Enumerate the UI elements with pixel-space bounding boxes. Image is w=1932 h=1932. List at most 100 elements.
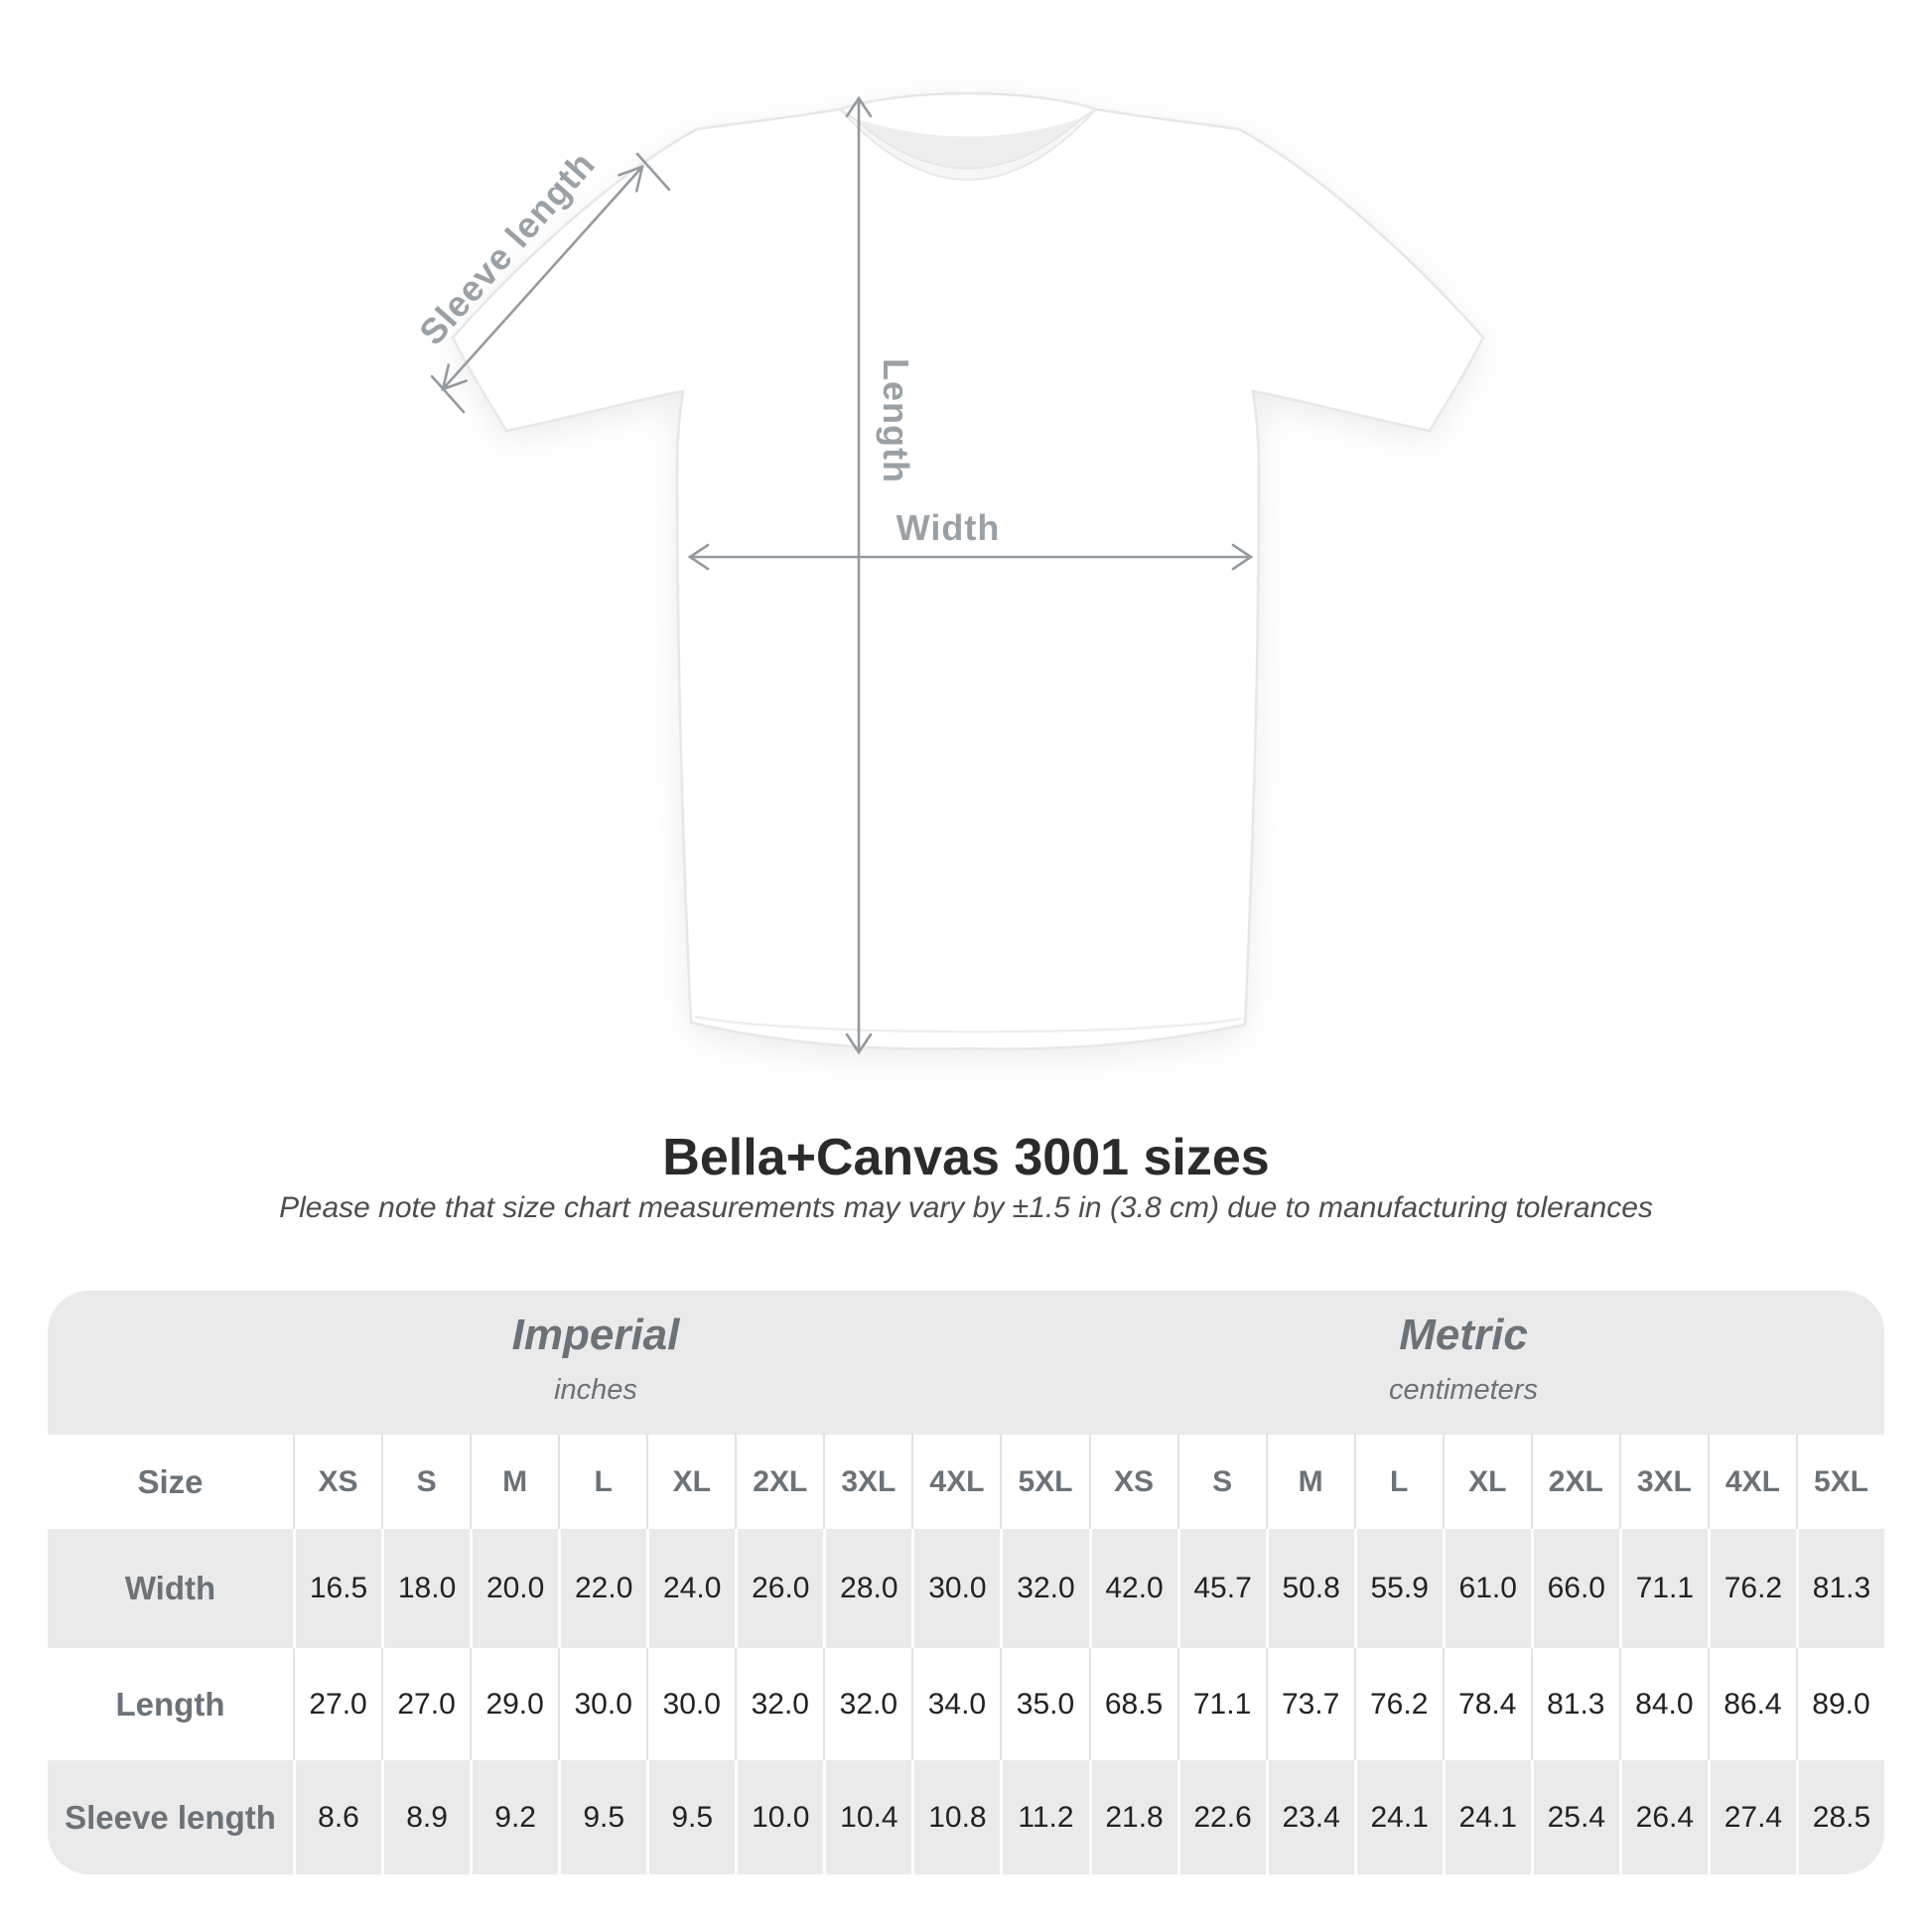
width-value-cell: 66.0	[1530, 1529, 1619, 1648]
length-annotation: Length	[845, 95, 916, 1055]
length-value-cell: 27.0	[381, 1648, 470, 1760]
length-value-cell: 68.5	[1088, 1648, 1177, 1760]
sleeve-length-value-cell: 24.1	[1442, 1760, 1531, 1874]
width-value-cell: 61.0	[1442, 1529, 1531, 1648]
size-column-header: 2XL	[1530, 1435, 1619, 1529]
width-value-cell: 30.0	[911, 1529, 1000, 1648]
size-column-label: Size	[137, 1462, 204, 1500]
row-label-length: Length	[115, 1685, 225, 1723]
length-value-cell: 73.7	[1265, 1648, 1354, 1760]
sleeve-length-value-cell: 10.4	[823, 1760, 911, 1874]
size-column-header: XL	[646, 1435, 735, 1529]
width-value-cell: 45.7	[1176, 1529, 1266, 1648]
tshirt-diagram: Length Width Sleeve length	[411, 91, 1485, 1055]
width-value-cell: 42.0	[1088, 1529, 1177, 1648]
length-value-cell: 86.4	[1707, 1648, 1796, 1760]
size-column-header: XS	[293, 1435, 381, 1529]
size-column-header: 4XL	[1707, 1435, 1796, 1529]
width-value-cell: 22.0	[558, 1529, 646, 1648]
imperial-group-unit: inches	[554, 1374, 637, 1406]
sleeve-length-value-cell: 10.8	[911, 1760, 1000, 1874]
page-subtitle: Please note that size chart measurements…	[279, 1191, 1653, 1224]
unit-group-headers: Imperial inches Metric centimeters	[48, 1291, 1884, 1435]
width-value-cell: 24.0	[646, 1529, 735, 1648]
sleeve-length-value-cell: 8.9	[381, 1760, 470, 1874]
metric-group-unit: centimeters	[1389, 1374, 1538, 1406]
sleeve-length-value-cell: 21.8	[1088, 1760, 1177, 1874]
sleeve-length-value-cell: 9.2	[470, 1760, 558, 1874]
length-value-cell: 32.0	[735, 1648, 823, 1760]
size-column-header: 5XL	[1000, 1435, 1088, 1529]
length-value-cell: 76.2	[1353, 1648, 1443, 1760]
size-column-header: L	[1353, 1435, 1443, 1529]
hem-stitch-line	[694, 1015, 1242, 1034]
width-value-cell: 20.0	[470, 1529, 558, 1648]
sleeve-length-value-cell: 23.4	[1265, 1760, 1354, 1874]
sleeve-length-value-cell: 10.0	[735, 1760, 823, 1874]
size-column-header: 4XL	[911, 1435, 1000, 1529]
metric-group-label: Metric	[1399, 1311, 1528, 1359]
length-value-cell: 78.4	[1442, 1648, 1531, 1760]
collar-band	[839, 108, 1097, 181]
size-column-header: XL	[1442, 1435, 1531, 1529]
length-value-cell: 34.0	[911, 1648, 1000, 1760]
length-value-cell: 71.1	[1176, 1648, 1266, 1760]
sleeve-length-value-cell: 24.1	[1353, 1760, 1443, 1874]
width-value-cell: 32.0	[1000, 1529, 1088, 1648]
size-column-header: L	[558, 1435, 646, 1529]
width-value-cell: 26.0	[735, 1529, 823, 1648]
sleeve-length-value-cell: 9.5	[646, 1760, 735, 1874]
size-table: Imperial inches Metric centimeters Size …	[48, 1291, 1884, 1874]
width-value-cell: 18.0	[381, 1529, 470, 1648]
sleeve-length-value-cell: 27.4	[1707, 1760, 1796, 1874]
page-title: Bella+Canvas 3001 sizes	[662, 1129, 1270, 1186]
tshirt-graphic	[451, 91, 1485, 1050]
length-value-cell: 89.0	[1795, 1648, 1884, 1760]
table-row-width: Width 16.5 18.0 20.0 22.0 24.0 26.0 28.0 30.0 32…	[48, 1529, 1884, 1648]
size-column-header: S	[1176, 1435, 1266, 1529]
table-row-length: Length 27.0 27.0 29.0 30.0 30.0 32.0 32.0 34.0 3…	[48, 1648, 1884, 1760]
row-label-width: Width	[124, 1570, 216, 1606]
tshirt-diagram-svg: Length Width Sleeve length	[411, 91, 1485, 1055]
table-row-sleeve-length: Sleeve length 8.6 8.9 9.2 9.5 9.5 10.0 10.4 10.…	[48, 1760, 1884, 1874]
size-column-header: S	[381, 1435, 470, 1529]
length-value-cell: 84.0	[1618, 1648, 1708, 1760]
length-value-cell: 30.0	[558, 1648, 646, 1760]
size-column-header: 3XL	[1618, 1435, 1708, 1529]
size-column-header: 3XL	[823, 1435, 911, 1529]
sleeve-length-value-cell: 8.6	[293, 1760, 381, 1874]
table-header-row: Size XS S M L XL 2XL 3XL 4XL 5XL XS S M L XL 2XL 3XL 4XL…	[48, 1435, 1884, 1529]
width-label: Width	[897, 507, 1001, 548]
sleeve-length-value-cell: 11.2	[1000, 1760, 1088, 1874]
length-value-cell: 30.0	[646, 1648, 735, 1760]
size-column-header: M	[470, 1435, 558, 1529]
width-value-cell: 81.3	[1795, 1529, 1884, 1648]
sleeve-length-value-cell: 25.4	[1530, 1760, 1619, 1874]
sleeve-length-value-cell: 26.4	[1618, 1760, 1708, 1874]
width-value-cell: 16.5	[293, 1529, 381, 1648]
length-value-cell: 35.0	[1000, 1648, 1088, 1760]
row-label-sleeve-length: Sleeve length	[65, 1798, 276, 1836]
size-column-header: XS	[1088, 1435, 1177, 1529]
width-value-cell: 71.1	[1618, 1529, 1708, 1648]
width-annotation: Width	[687, 507, 1254, 571]
sleeve-length-value-cell: 9.5	[558, 1760, 646, 1874]
width-value-cell: 76.2	[1707, 1529, 1796, 1648]
imperial-group-label: Imperial	[511, 1311, 680, 1359]
width-value-cell: 50.8	[1265, 1529, 1354, 1648]
sleeve-length-value-cell: 22.6	[1176, 1760, 1266, 1874]
size-column-header: M	[1265, 1435, 1354, 1529]
length-label: Length	[876, 358, 916, 483]
size-column-header: 5XL	[1795, 1435, 1884, 1529]
length-value-cell: 32.0	[823, 1648, 911, 1760]
metric-group-header: Metric centimeters	[1389, 1311, 1538, 1407]
sleeve-length-value-cell: 28.5	[1795, 1760, 1884, 1874]
width-value-cell: 28.0	[823, 1529, 911, 1648]
size-column-header: 2XL	[735, 1435, 823, 1529]
width-value-cell: 55.9	[1353, 1529, 1443, 1648]
length-value-cell: 29.0	[470, 1648, 558, 1760]
length-value-cell: 27.0	[293, 1648, 381, 1760]
length-value-cell: 81.3	[1530, 1648, 1619, 1760]
imperial-group-header: Imperial inches	[512, 1311, 680, 1407]
